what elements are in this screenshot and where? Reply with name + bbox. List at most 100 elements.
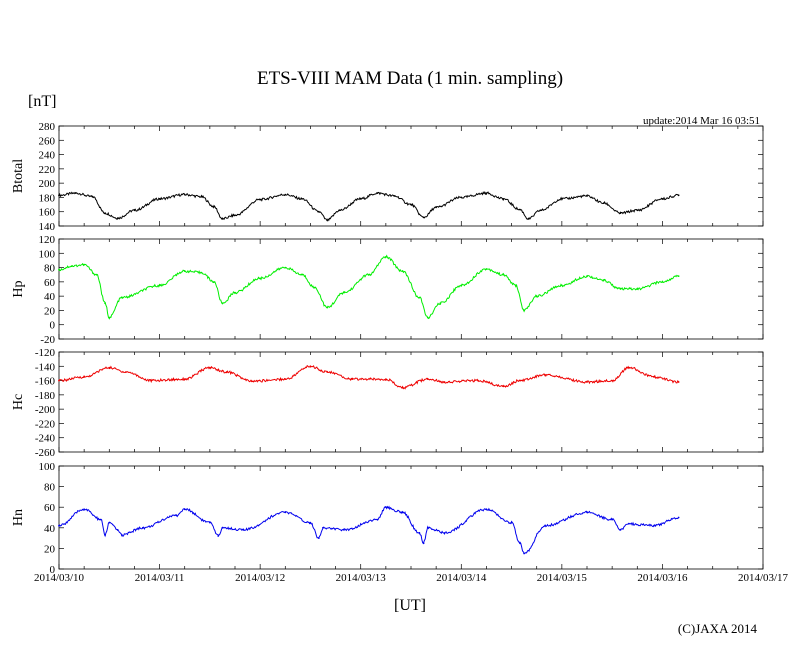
y-tick-label: 100 <box>39 461 56 473</box>
data-point <box>116 529 119 531</box>
data-point <box>58 379 60 382</box>
data-point <box>351 378 354 380</box>
data-point <box>209 366 211 369</box>
y-tick-label: 0 <box>50 564 56 576</box>
data-point <box>653 524 655 527</box>
y-tick-label: 40 <box>44 523 56 535</box>
data-point <box>108 316 111 319</box>
data-point <box>125 371 127 373</box>
y-tick-label: 240 <box>39 150 56 162</box>
data-point <box>586 381 588 383</box>
data-point <box>183 193 186 196</box>
data-point <box>586 275 588 277</box>
data-point <box>586 195 588 197</box>
y-axis-label: Hn <box>11 509 26 526</box>
data-point <box>426 378 429 380</box>
data-point <box>393 195 396 197</box>
y-tick-label: -160 <box>35 376 56 388</box>
data-point <box>91 195 94 198</box>
y-tick-label: 120 <box>39 234 56 246</box>
y-axis-label: Hc <box>11 394 26 410</box>
data-point <box>422 542 425 545</box>
data-point <box>70 265 73 267</box>
data-point <box>259 277 261 280</box>
data-point <box>443 381 446 383</box>
panel-hn: 0 20 40 60 80 100 Hn <box>11 461 764 576</box>
data-line-btotal <box>58 191 679 222</box>
data-point <box>544 374 546 376</box>
y-tick-label: -260 <box>35 447 56 459</box>
data-point <box>116 217 119 220</box>
data-point <box>58 268 60 271</box>
data-point <box>636 288 639 290</box>
y-tick-label: 40 <box>44 291 56 303</box>
data-point <box>234 291 236 294</box>
y-tick-label: 20 <box>44 543 56 555</box>
y-tick-label: 220 <box>39 164 56 176</box>
data-point <box>200 195 203 198</box>
data-point <box>242 529 245 531</box>
data-point <box>611 379 613 382</box>
data-point <box>586 511 588 514</box>
data-point <box>426 316 429 319</box>
data-point <box>502 273 505 276</box>
data-point <box>485 508 488 511</box>
x-tick-label: 2014/03/14 <box>436 572 487 584</box>
data-point <box>519 208 521 211</box>
data-point <box>225 371 228 373</box>
data-point <box>250 380 253 383</box>
data-point <box>213 205 215 208</box>
data-point <box>183 378 186 380</box>
data-point <box>527 218 530 220</box>
data-point <box>628 366 630 369</box>
x-axis-tick-labels: 2014/03/10 2014/03/11 2014/03/12 2014/03/13… <box>34 572 789 584</box>
update-timestamp: update:2014 Mar 16 03:51 <box>643 115 760 127</box>
data-point <box>535 295 538 297</box>
data-point <box>426 526 429 529</box>
data-point <box>502 198 505 200</box>
data-point <box>108 521 111 524</box>
data-point <box>677 516 680 519</box>
data-point <box>418 532 421 534</box>
data-point <box>677 194 680 197</box>
y-tick-label: 0 <box>50 320 56 332</box>
data-point <box>326 306 329 309</box>
data-point <box>104 302 106 305</box>
y-tick-label: 280 <box>39 121 56 133</box>
data-point <box>619 212 622 215</box>
x-tick-label: 2014/03/17 <box>738 572 789 584</box>
data-point <box>175 514 178 517</box>
y-tick-label: 20 <box>44 305 56 317</box>
y-tick-label: -240 <box>35 433 56 445</box>
data-point <box>326 219 329 222</box>
data-point <box>317 210 320 213</box>
data-point <box>523 309 525 312</box>
data-point <box>385 506 387 509</box>
data-point <box>519 379 521 382</box>
unit-label: [nT] <box>28 93 56 110</box>
data-point <box>485 268 488 270</box>
data-point <box>104 212 106 215</box>
data-point <box>259 198 261 201</box>
data-point <box>313 286 316 289</box>
data-point <box>284 193 287 196</box>
data-point <box>83 508 85 511</box>
data-point <box>401 511 404 514</box>
chart-title: ETS-VIII MAM Data (1 min. sampling) <box>257 68 563 89</box>
copyright: (C)JAXA 2014 <box>678 621 758 636</box>
data-point <box>544 524 546 527</box>
panel-frame <box>58 465 764 570</box>
y-tick-label: 180 <box>39 192 56 204</box>
data-point <box>150 379 153 382</box>
data-point <box>284 266 287 269</box>
data-point <box>385 256 387 258</box>
y-tick-label: 80 <box>44 482 56 494</box>
data-point <box>435 206 437 209</box>
data-point <box>221 302 224 305</box>
data-point <box>108 366 111 369</box>
data-point <box>183 508 186 511</box>
y-tick-label: 80 <box>44 263 56 275</box>
data-point <box>619 529 622 531</box>
x-tick-label: 2014/03/15 <box>537 572 588 584</box>
